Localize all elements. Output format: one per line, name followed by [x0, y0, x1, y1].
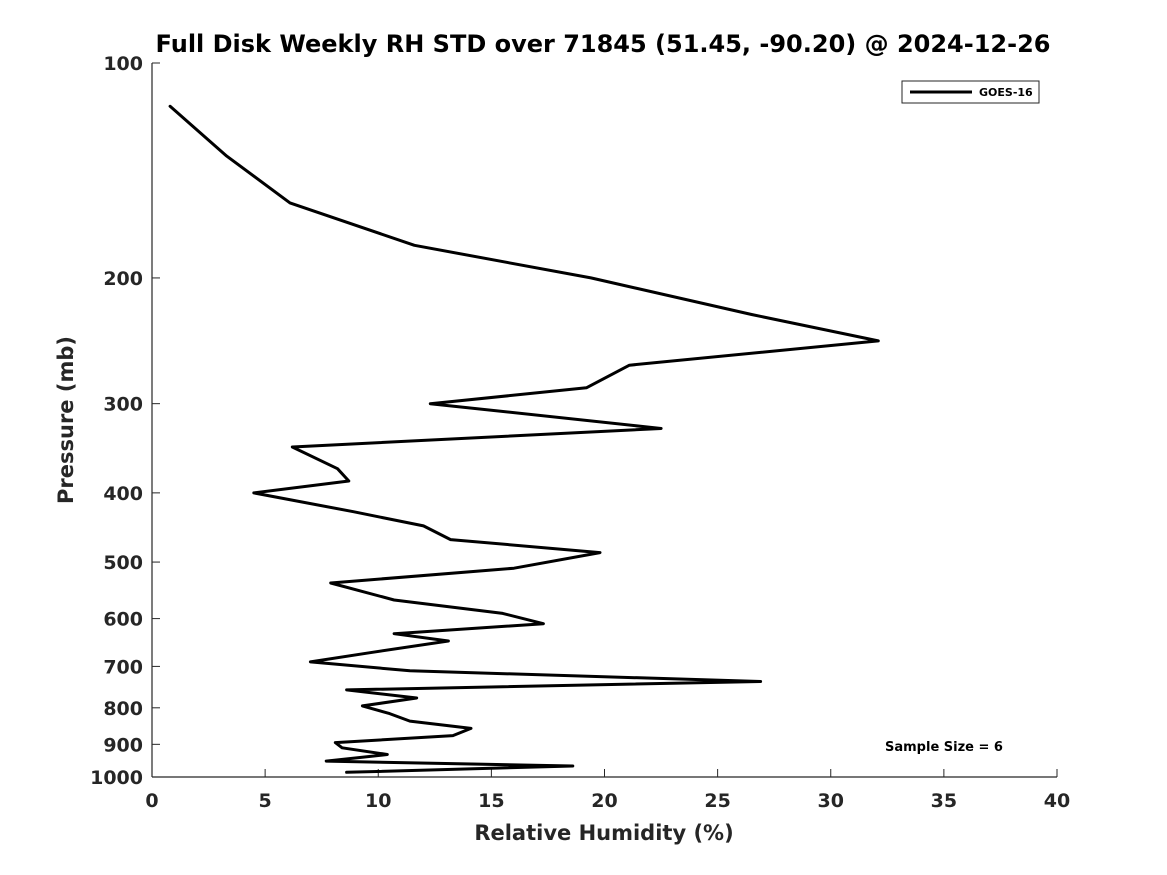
x-ticks: 0 5 10 15 20 25 30 35 40 [145, 769, 1070, 812]
y-tick-label: 600 [103, 609, 143, 631]
x-tick-label: 30 [818, 790, 844, 812]
x-tick-label: 35 [931, 790, 957, 812]
x-tick-label: 10 [365, 790, 391, 812]
legend-label: GOES-16 [979, 86, 1033, 99]
y-tick-label: 100 [103, 53, 143, 75]
y-ticks: 100 200 300 400 500 600 700 800 900 1000 [90, 53, 160, 789]
chart-title: Full Disk Weekly RH STD over 71845 (51.4… [156, 30, 1051, 58]
y-tick-label: 1000 [90, 767, 143, 789]
y-tick-label: 500 [103, 552, 143, 574]
series-group [168, 104, 880, 774]
y-tick-label: 300 [103, 394, 143, 416]
y-tick-label: 800 [103, 698, 143, 720]
x-tick-label: 20 [591, 790, 617, 812]
x-tick-label: 0 [145, 790, 158, 812]
y-axis-label: Pressure (mb) [54, 336, 78, 504]
axes [151, 63, 1057, 778]
y-tick-label: 200 [103, 268, 143, 290]
x-tick-label: 40 [1044, 790, 1070, 812]
y-tick-label: 400 [103, 483, 143, 505]
x-axis-label: Relative Humidity (%) [474, 821, 733, 845]
x-tick-label: 25 [704, 790, 730, 812]
y-tick-label: 700 [103, 656, 143, 678]
x-tick-label: 5 [259, 790, 272, 812]
legend: GOES-16 [901, 80, 1040, 104]
x-tick-label: 15 [478, 790, 504, 812]
series-line-goes-16 [168, 104, 880, 774]
y-tick-label: 900 [103, 734, 143, 756]
sample-size-annotation: Sample Size = 6 [885, 740, 1003, 755]
